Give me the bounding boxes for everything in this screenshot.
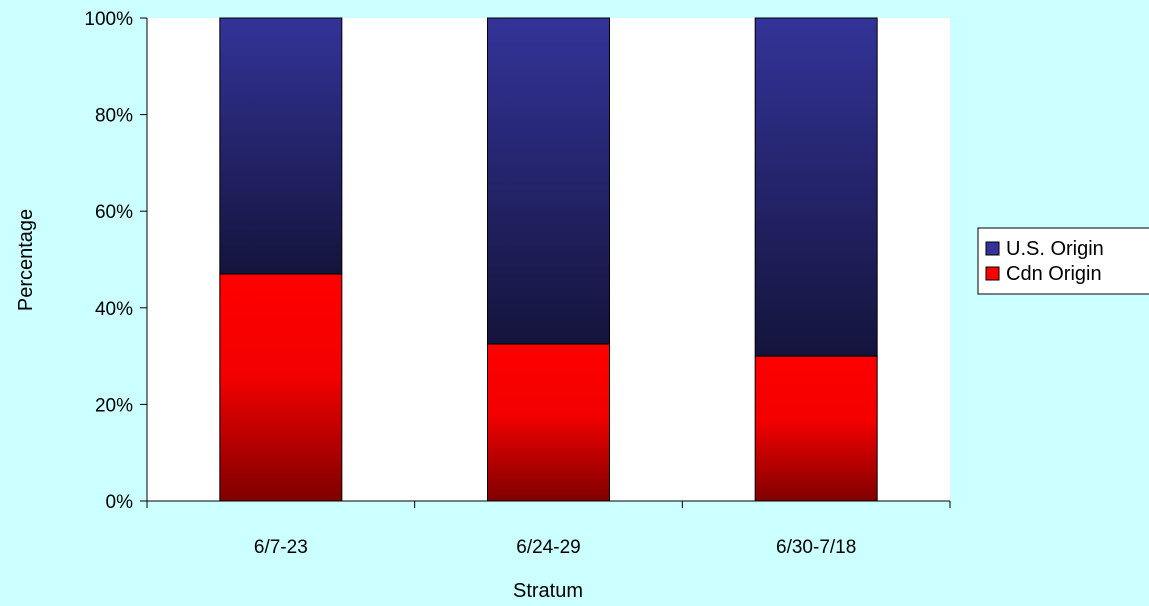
x-ticks-group: 6/7-23 6/24-29 6/30-7/18: [146, 501, 951, 558]
y-ticks-group: 0% 20% 40% 60% 80% 100%: [84, 9, 147, 513]
x-tick-label: 6/24-29: [516, 537, 580, 558]
bar-segment-us: [487, 17, 610, 345]
bar-segment-us: [754, 17, 878, 357]
bar-segment-cdn: [219, 273, 343, 502]
legend-label-cdn: Cdn Origin: [1006, 263, 1102, 285]
y-tick-label: 60%: [95, 202, 133, 223]
y-tick-label: 40%: [95, 299, 133, 320]
x-tick-label: 6/7-23: [254, 537, 308, 558]
legend-swatch-cdn: [985, 266, 1000, 281]
bars-group: [219, 17, 878, 502]
y-tick-label: 20%: [95, 395, 133, 416]
y-axis-title: Percentage: [15, 209, 37, 311]
legend: U.S. Origin Cdn Origin: [977, 227, 1149, 295]
bar-segment-us: [219, 17, 343, 275]
x-axis-title: Stratum: [513, 580, 583, 602]
y-tick-label: 0%: [106, 492, 134, 513]
x-tick-label: 6/30-7/18: [776, 537, 856, 558]
legend-box: [977, 227, 1149, 295]
legend-label-us: U.S. Origin: [1006, 238, 1104, 260]
y-tick-label: 80%: [95, 106, 133, 127]
bar-segment-cdn: [754, 355, 878, 502]
bar-segment-cdn: [487, 343, 610, 502]
legend-swatch-us: [985, 241, 1000, 256]
y-tick-label: 100%: [84, 9, 133, 30]
